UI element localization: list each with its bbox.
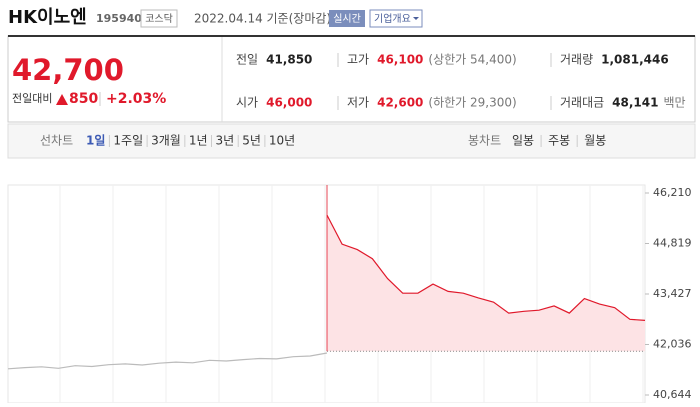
- market-badge: 코스닥: [145, 13, 173, 25]
- tab[interactable]: 월봉: [584, 134, 606, 148]
- price-line: [7, 352, 328, 370]
- stat-note: 백만: [663, 96, 685, 110]
- y-tick-label: 46,210: [653, 186, 692, 199]
- realtime-badge-box[interactable]: [329, 10, 365, 27]
- change-label: 전일대비: [12, 91, 52, 105]
- price: 42,700: [12, 53, 124, 87]
- y-tick-label: 40,644: [653, 388, 692, 401]
- tab[interactable]: 5년: [242, 134, 261, 148]
- rate: +2.03%: [106, 91, 166, 107]
- company-button[interactable]: 기업개요: [374, 12, 411, 25]
- stat-note: (하한가 29,300): [428, 96, 516, 110]
- stat-label: 거래량: [560, 53, 593, 67]
- y-tick-label: 44,819: [653, 236, 692, 249]
- tab[interactable]: 10년: [269, 134, 295, 148]
- stat-value: 42,600: [377, 96, 423, 110]
- tab-group-label: 봉차트: [468, 134, 501, 148]
- tab-bar: [7, 123, 696, 159]
- market-badge-box: [140, 9, 178, 28]
- stat-label: 거래대금: [560, 96, 604, 110]
- tab-group-label: 선차트: [40, 134, 73, 148]
- stat-label: 시가: [236, 96, 258, 110]
- stat-label: 고가: [347, 53, 369, 67]
- stat-note: (상한가 54,400): [428, 53, 516, 67]
- stat-value: 46,100: [377, 53, 423, 67]
- stat-value: 46,000: [266, 96, 312, 110]
- tab[interactable]: 1일: [86, 134, 105, 148]
- y-tick-label: 42,036: [653, 337, 692, 350]
- date: 2022.04.14 기준(장마감): [194, 12, 331, 26]
- stat-value: 41,850: [266, 53, 312, 67]
- dropdown-icon: [413, 17, 419, 20]
- tab[interactable]: 1주일: [113, 134, 143, 148]
- tab[interactable]: 3개월: [151, 134, 181, 148]
- stock-code: 195940: [96, 12, 142, 25]
- tab[interactable]: 1년: [189, 134, 208, 148]
- tab[interactable]: 3년: [216, 134, 235, 148]
- area: [327, 215, 645, 352]
- up-icon: [56, 94, 68, 105]
- plot-area: [7, 184, 646, 404]
- stat-label: 저가: [347, 96, 369, 110]
- y-tick-label: 43,427: [653, 287, 692, 300]
- stat-value: 48,141: [612, 96, 658, 110]
- change: 850: [69, 91, 98, 107]
- tab[interactable]: 주봉: [548, 134, 570, 148]
- stat-value: 1,081,446: [601, 53, 669, 67]
- price-line: [326, 214, 646, 321]
- company-button-box[interactable]: [369, 9, 423, 28]
- stat-label: 전일: [236, 53, 258, 67]
- stock-name: HK이노엔: [8, 7, 87, 28]
- tab[interactable]: 일봉: [512, 134, 534, 148]
- realtime-badge[interactable]: 실시간: [333, 13, 361, 25]
